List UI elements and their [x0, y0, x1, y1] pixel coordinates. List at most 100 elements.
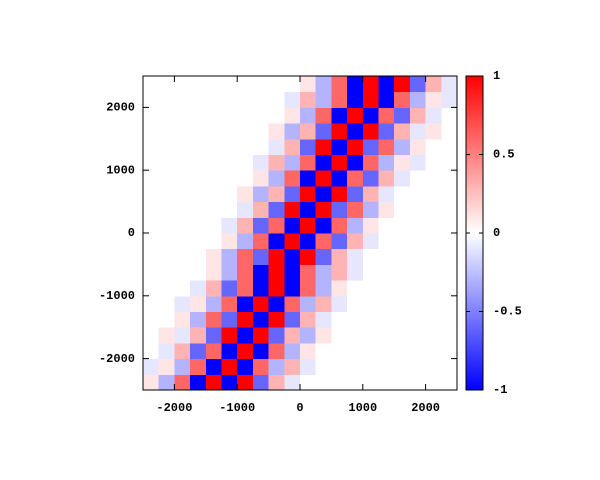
heatmap-cell — [190, 185, 207, 203]
heatmap-cell — [143, 154, 160, 171]
heatmap-cell — [268, 107, 285, 124]
heatmap-cell — [315, 76, 332, 93]
heatmap-cell — [158, 248, 175, 265]
heatmap-cell — [143, 342, 160, 360]
heatmap-cell — [347, 201, 364, 218]
heatmap-cell — [284, 123, 301, 140]
heatmap-cell — [362, 185, 379, 203]
heatmap-cell — [268, 280, 285, 297]
heatmap-cell — [284, 154, 301, 171]
heatmap-cell — [362, 358, 379, 375]
heatmap-cell — [237, 280, 254, 297]
heatmap-cell — [205, 217, 222, 234]
heatmap-cell — [205, 327, 222, 344]
heatmap-cell — [268, 138, 285, 155]
heatmap-cell — [347, 295, 364, 312]
heatmap-cell — [378, 311, 395, 328]
heatmap-cell — [237, 76, 254, 93]
heatmap-cell — [252, 107, 270, 124]
heatmap-cell — [300, 170, 317, 187]
heatmap-cell — [315, 280, 332, 297]
heatmap-cell — [378, 217, 395, 234]
heatmap-cell — [221, 374, 238, 391]
heatmap-cell — [425, 327, 442, 344]
heatmap-cell — [190, 264, 207, 281]
heatmap-cell — [331, 76, 348, 93]
heatmap-cell — [221, 201, 238, 218]
heatmap-cell — [205, 233, 222, 250]
heatmap-cell — [331, 170, 348, 187]
heatmap-cell — [252, 185, 270, 203]
heatmap-cell — [221, 327, 238, 344]
heatmap-cell — [347, 185, 364, 203]
heatmap-cell — [252, 248, 270, 265]
heatmap-cell — [143, 123, 160, 140]
heatmap-cell — [174, 342, 191, 360]
heatmap-cell — [331, 217, 348, 234]
heatmap-cell — [237, 374, 254, 391]
heatmap-cell — [362, 154, 379, 171]
heatmap-cell — [158, 280, 175, 297]
heatmap-cell — [190, 91, 207, 108]
heatmap-cell — [158, 295, 175, 312]
heatmap-cell — [252, 342, 270, 360]
heatmap-cell — [174, 76, 191, 93]
heatmap-cell — [378, 295, 395, 312]
heatmap-cell — [174, 138, 191, 155]
heatmap-cell — [252, 280, 270, 297]
heatmap-cell — [347, 248, 364, 265]
heatmap-cell — [237, 138, 254, 155]
heatmap-cell — [441, 170, 458, 187]
heatmap-cell — [394, 358, 411, 375]
y-tick-label: -1000 — [99, 289, 135, 303]
heatmap-cells — [143, 76, 458, 391]
heatmap-cell — [394, 217, 411, 234]
heatmap-cell — [268, 233, 285, 250]
heatmap-cell — [284, 280, 301, 297]
heatmap-cell — [347, 154, 364, 171]
heatmap-cell — [300, 280, 317, 297]
heatmap-cell — [347, 311, 364, 328]
x-tick-label: 0 — [296, 401, 303, 415]
heatmap-cell — [190, 280, 207, 297]
heatmap-cell — [174, 374, 191, 391]
colorbar-tick-label: -1 — [493, 383, 507, 397]
heatmap-cell — [205, 342, 222, 360]
heatmap-cell — [378, 327, 395, 344]
heatmap-cell — [347, 138, 364, 155]
heatmap-cell — [300, 201, 317, 218]
heatmap-cell — [425, 170, 442, 187]
heatmap-cell — [252, 76, 270, 93]
heatmap-cell — [284, 185, 301, 203]
heatmap-cell — [190, 154, 207, 171]
heatmap-cell — [409, 154, 427, 171]
heatmap-cell — [284, 342, 301, 360]
heatmap-cell — [284, 374, 301, 391]
heatmap-cell — [441, 185, 458, 203]
heatmap-cell — [284, 217, 301, 234]
heatmap-cell — [425, 76, 442, 93]
x-tick-label: 2000 — [411, 401, 440, 415]
heatmap-cell — [221, 170, 238, 187]
heatmap-cell — [190, 358, 207, 375]
heatmap-cell — [394, 311, 411, 328]
heatmap-cell — [394, 201, 411, 218]
heatmap-cell — [409, 248, 427, 265]
heatmap-cell — [190, 217, 207, 234]
heatmap-cell — [205, 280, 222, 297]
heatmap-cell — [441, 280, 458, 297]
heatmap-cell — [221, 76, 238, 93]
heatmap-cell — [237, 217, 254, 234]
heatmap-cell — [441, 138, 458, 155]
heatmap-cell — [378, 154, 395, 171]
heatmap-cell — [362, 91, 379, 108]
heatmap-cell — [300, 374, 317, 391]
heatmap-cell — [331, 264, 348, 281]
heatmap-cell — [394, 138, 411, 155]
heatmap-cell — [378, 358, 395, 375]
heatmap-cell — [394, 123, 411, 140]
heatmap-cell — [252, 170, 270, 187]
heatmap-cell — [237, 107, 254, 124]
heatmap-cell — [143, 248, 160, 265]
heatmap-cell — [205, 107, 222, 124]
